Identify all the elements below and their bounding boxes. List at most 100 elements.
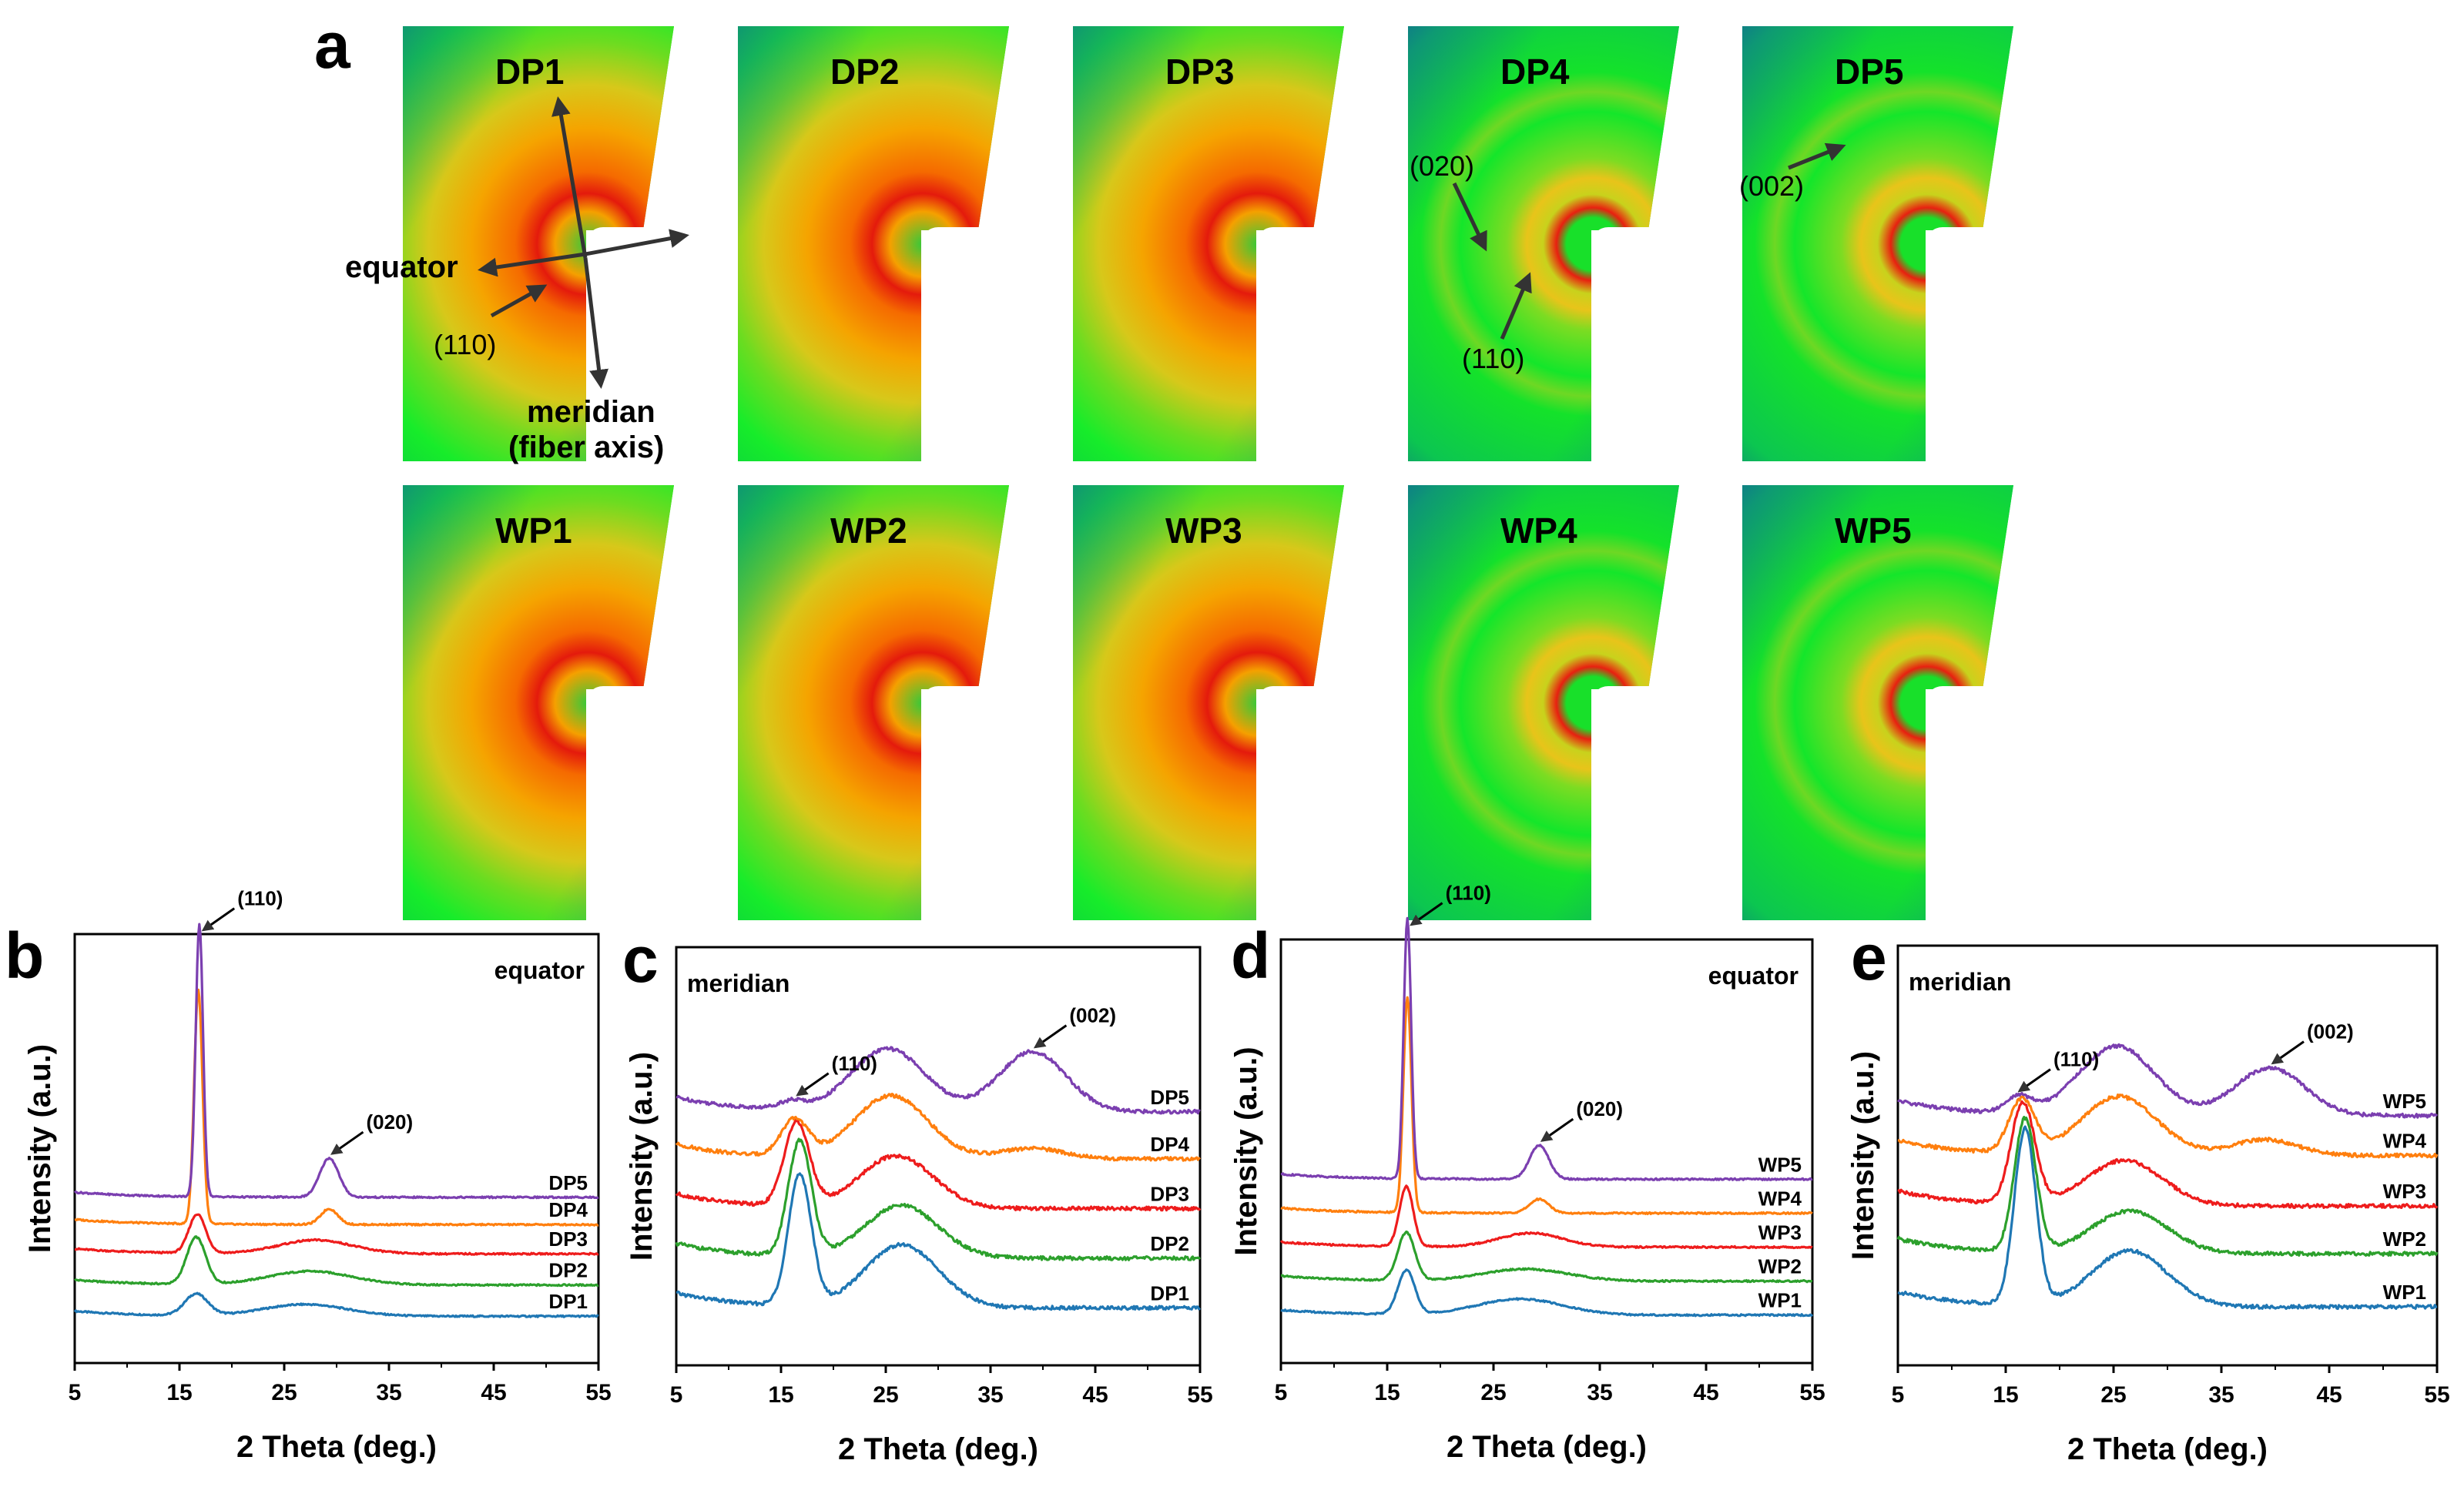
tile-label-wp4: WP4 xyxy=(1500,511,1577,551)
x-tick-label-45: 45 xyxy=(1693,1380,1718,1405)
series-label-dp1: DP1 xyxy=(1150,1281,1189,1304)
series-line-dp5 xyxy=(676,1046,1201,1115)
fiber-axis-arrow-up xyxy=(551,96,588,259)
dp1-110-arrow xyxy=(490,284,548,318)
x-tick-label-25: 25 xyxy=(873,1382,898,1408)
series-label-dp3: DP3 xyxy=(548,1227,588,1251)
panel-letter-d: d xyxy=(1231,919,1270,992)
chart-panel-d: d 5 15 25 35 45 55 2 Theta (deg.) Intensity (a.u… xyxy=(1229,882,1825,1464)
peak-arrow-d-0 xyxy=(1410,902,1443,926)
x-tick-label-15: 15 xyxy=(1374,1380,1400,1405)
tile-label-dp2: DP2 xyxy=(830,52,899,92)
series-line-wp1 xyxy=(1897,1125,2438,1311)
tile-label-dp3: DP3 xyxy=(1165,52,1234,92)
x-tick-label-55: 55 xyxy=(1187,1382,1212,1408)
series-line-wp2 xyxy=(1280,1230,1813,1284)
tile-label-wp2: WP2 xyxy=(830,511,907,551)
plot-frame xyxy=(73,933,600,1365)
panel-letter-a: a xyxy=(314,9,351,82)
x-tick-label-55: 55 xyxy=(2424,1382,2449,1408)
series-label-dp5: DP5 xyxy=(1150,1086,1189,1109)
equator-arrow-right xyxy=(585,229,689,256)
series-label-wp5: WP5 xyxy=(2383,1090,2426,1113)
pattern-tile-dp1: DP1 xyxy=(403,26,674,461)
peak-label-c-0: (110) xyxy=(832,1052,877,1075)
x-tick-label-15: 15 xyxy=(1993,1382,2018,1408)
chart-panel-b: b 5 15 25 35 45 55 2 Theta (deg.) Intensity (a.u… xyxy=(5,887,612,1464)
dp5-002-annotation: (002) xyxy=(1739,170,1804,202)
peak-arrow-b-1 xyxy=(330,1130,364,1155)
equator-annotation: equator xyxy=(345,250,458,284)
y-axis-label-c: Intensity (a.u.) xyxy=(625,1052,659,1261)
series-line-dp2 xyxy=(74,1235,599,1288)
corner-label-c: meridian xyxy=(687,970,789,997)
y-axis-label-b: Intensity (a.u.) xyxy=(23,1044,57,1253)
series-label-dp4: DP4 xyxy=(1150,1133,1189,1156)
fiber-axis-annotation: (fiber axis) xyxy=(508,430,664,464)
x-tick-label-25: 25 xyxy=(2100,1382,2126,1408)
x-tick-label-35: 35 xyxy=(1587,1380,1612,1405)
dp1-annotations xyxy=(478,96,689,389)
panel-letter-e: e xyxy=(1851,921,1887,993)
corner-label-e: meridian xyxy=(1909,968,2011,996)
chart-panel-c: c 5 15 25 35 45 55 2 Theta (deg.) Intensity (a.u… xyxy=(622,923,1213,1466)
series-line-dp3 xyxy=(74,1213,599,1256)
equator-arrow-left xyxy=(478,252,586,277)
peak-label-d-1: (020) xyxy=(1576,1097,1623,1120)
peak-label-b-0: (110) xyxy=(237,887,283,910)
panel-letter-b: b xyxy=(5,919,44,992)
series-line-wp5 xyxy=(1897,1043,2439,1119)
series-label-wp3: WP3 xyxy=(2383,1180,2426,1203)
peak-arrow-b-0 xyxy=(201,907,236,932)
x-tick-label-5: 5 xyxy=(1892,1382,1905,1408)
chart-panel-e: e 5 15 25 35 45 55 2 Theta (deg.) Intensity (a.u… xyxy=(1846,921,2450,1466)
series-label-dp2: DP2 xyxy=(1150,1232,1189,1255)
x-tick-label-45: 45 xyxy=(1082,1382,1108,1408)
x-tick-label-15: 15 xyxy=(768,1382,793,1408)
series-line-dp4 xyxy=(675,1093,1201,1162)
tile-label-dp5: DP5 xyxy=(1835,52,1903,92)
series-line-dp5 xyxy=(73,923,599,1200)
tile-label-wp3: WP3 xyxy=(1165,511,1242,551)
x-tick-label-35: 35 xyxy=(376,1380,401,1405)
series-line-dp1 xyxy=(676,1172,1202,1311)
y-axis-label-e: Intensity (a.u.) xyxy=(1846,1051,1880,1260)
meridian-annotation: meridian xyxy=(527,395,655,429)
x-axis-label-c: 2 Theta (deg.) xyxy=(838,1432,1038,1466)
x-tick-label-45: 45 xyxy=(2316,1382,2342,1408)
series-label-dp4: DP4 xyxy=(548,1198,588,1221)
peak-label-d-0: (110) xyxy=(1446,882,1491,905)
series-label-wp4: WP4 xyxy=(2383,1129,2427,1152)
panel-letter-c: c xyxy=(622,923,659,996)
dp4-dp5-annotations xyxy=(1452,142,1846,340)
series-label-wp1: WP1 xyxy=(1758,1289,1802,1312)
peak-arrow-e-0 xyxy=(2017,1068,2051,1093)
x-tick-label-15: 15 xyxy=(166,1380,192,1405)
x-tick-label-5: 5 xyxy=(1275,1380,1288,1405)
series-line-wp5 xyxy=(1280,916,1813,1181)
series-label-wp5: WP5 xyxy=(1758,1153,1802,1176)
corner-label-b: equator xyxy=(494,956,585,984)
series-line-dp3 xyxy=(675,1118,1202,1212)
peak-arrow-d-1 xyxy=(1540,1117,1574,1142)
dp4-110-arrow xyxy=(1500,272,1532,340)
x-axis-label-d: 2 Theta (deg.) xyxy=(1447,1430,1647,1464)
dp5-002-arrow xyxy=(1788,142,1846,170)
series-label-wp1: WP1 xyxy=(2383,1281,2426,1304)
series-label-dp3: DP3 xyxy=(1150,1182,1189,1205)
x-axis-label-b: 2 Theta (deg.) xyxy=(236,1430,437,1464)
series-line-wp4 xyxy=(1897,1093,2439,1159)
series-line-dp1 xyxy=(73,1291,599,1318)
series-line-wp3 xyxy=(1897,1100,2439,1209)
series-line-wp4 xyxy=(1280,996,1813,1215)
peak-label-c-1: (002) xyxy=(1069,1004,1116,1027)
x-tick-label-25: 25 xyxy=(271,1380,297,1405)
series-label-dp5: DP5 xyxy=(548,1171,588,1194)
pattern-tile-wp5: WP5 xyxy=(1742,485,2013,920)
peak-label-e-0: (110) xyxy=(2053,1048,2099,1071)
x-tick-label-55: 55 xyxy=(1799,1380,1825,1405)
tile-label-wp5: WP5 xyxy=(1835,511,1912,551)
dp4-020-arrow xyxy=(1452,182,1487,252)
pattern-tile-dp2: DP2 xyxy=(738,26,1009,461)
